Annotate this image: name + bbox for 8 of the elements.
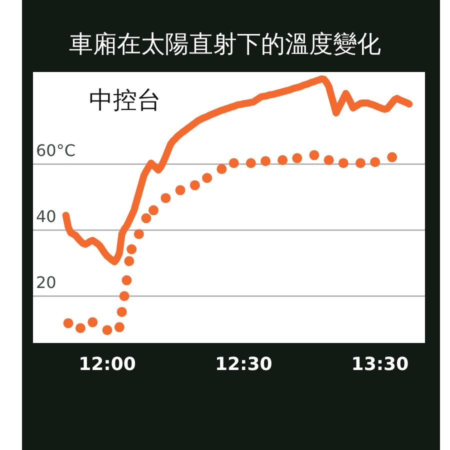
- y-tick-label: 20: [36, 273, 56, 292]
- chart-title: 車廂在太陽直射下的溫度變化: [69, 30, 381, 58]
- y-tick-label: 60°C: [36, 141, 76, 160]
- y-tick-label: 40: [36, 207, 56, 226]
- x-tick-label: 13:30: [351, 354, 409, 375]
- x-tick-label: 12:30: [214, 354, 272, 375]
- annotation: 中控台: [89, 86, 161, 114]
- x-tick-label: 12:00: [78, 354, 136, 375]
